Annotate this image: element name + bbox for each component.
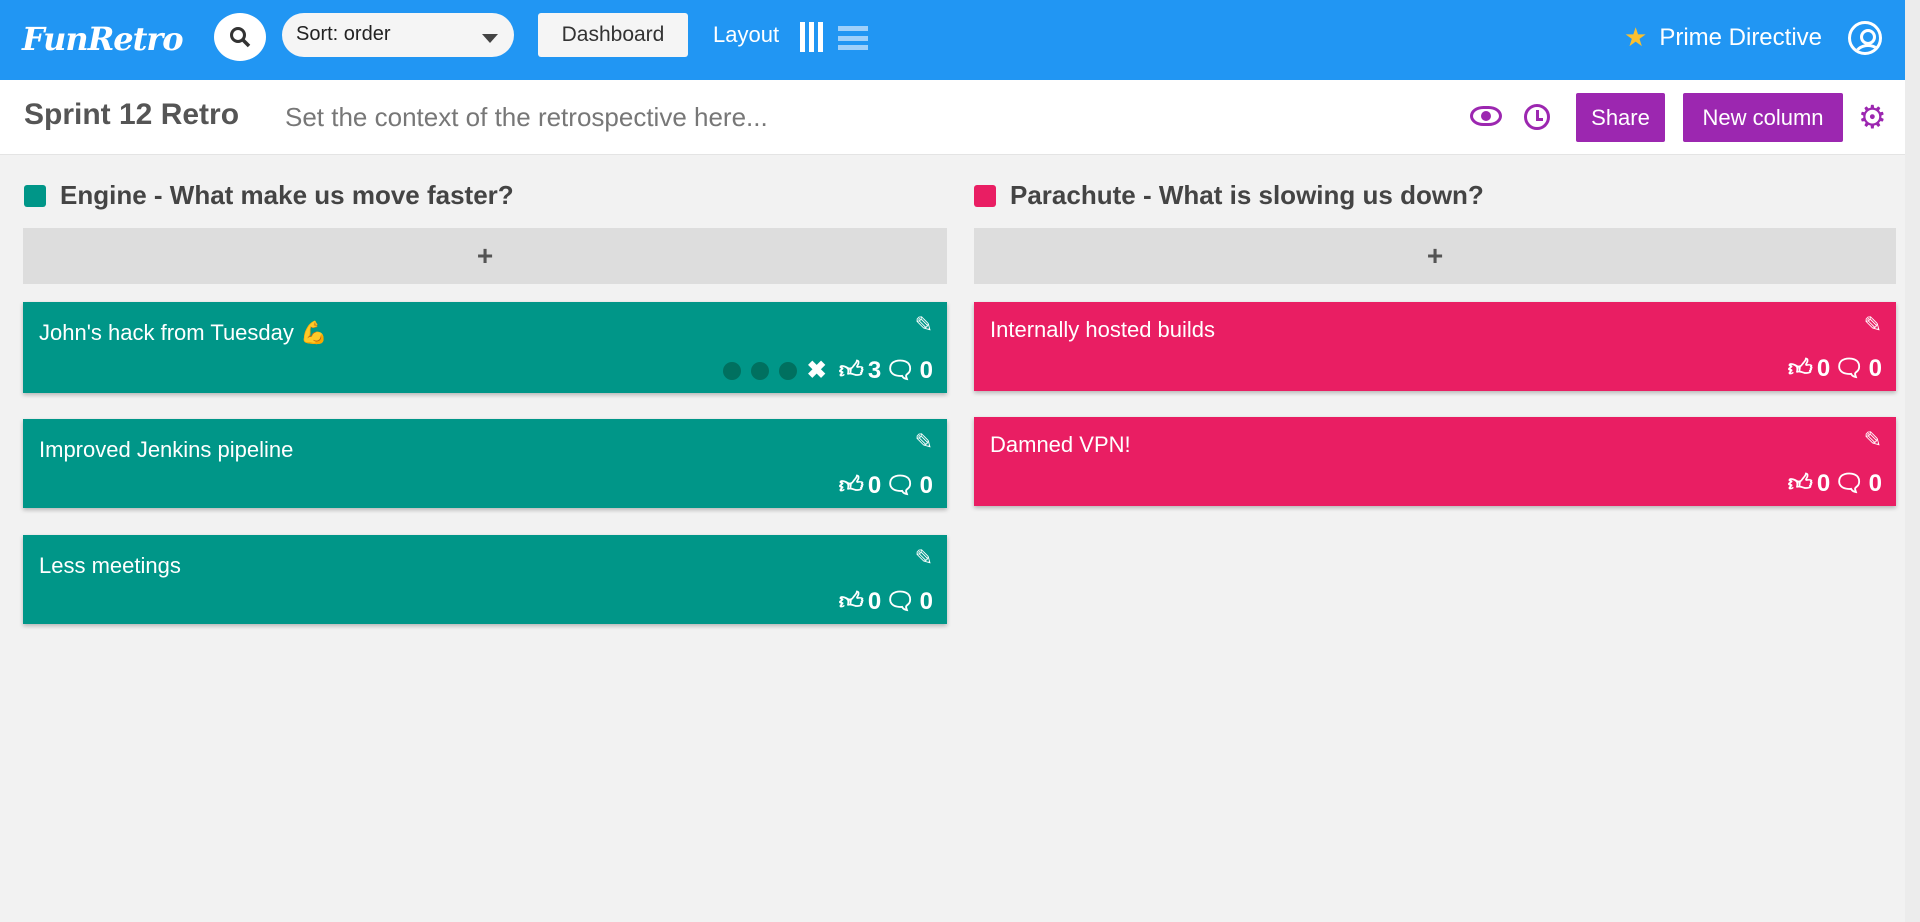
comment-icon[interactable]: 🗨︎ [1834, 355, 1865, 382]
comment-icon[interactable]: 🗨︎ [1834, 470, 1865, 497]
context-input[interactable]: Set the context of the retrospective her… [285, 102, 768, 132]
layout-label: Layout [713, 22, 780, 47]
scrollbar[interactable] [1905, 0, 1920, 922]
pencil-icon[interactable]: ✎ [1863, 312, 1882, 337]
vote-count: 0 [867, 471, 882, 499]
share-button[interactable]: Share [1576, 93, 1665, 142]
comment-icon[interactable]: 🗨︎ [885, 588, 916, 615]
vote-count: 0 [1816, 354, 1831, 382]
column-header-parachute: Parachute - What is slowing us down? [974, 180, 1484, 211]
chevron-down-icon [482, 34, 498, 43]
card[interactable]: Improved Jenkins pipeline ✎ 👍︎ 0 🗨︎ 0 [23, 419, 947, 508]
column-header-engine: Engine - What make us move faster? [24, 180, 514, 211]
thumbs-up-icon[interactable]: 👍︎ [838, 356, 864, 384]
add-card-button[interactable]: + [23, 228, 947, 284]
column-title[interactable]: Parachute - What is slowing us down? [1010, 180, 1484, 210]
comment-count: 0 [919, 587, 933, 615]
board-title[interactable]: Sprint 12 Retro [24, 98, 240, 131]
comment-count: 0 [919, 356, 933, 384]
card[interactable]: Damned VPN! ✎ 👍︎ 0 🗨︎ 0 [974, 417, 1896, 506]
card-text: Internally hosted builds [990, 317, 1216, 342]
star-icon: ★ [1624, 22, 1648, 52]
card[interactable]: Less meetings ✎ 👍︎ 0 🗨︎ 0 [23, 535, 947, 624]
comment-icon[interactable]: 🗨︎ [885, 357, 916, 384]
user-account-icon[interactable] [1848, 21, 1882, 55]
prime-directive-link[interactable]: ★ Prime Directive [1624, 22, 1822, 53]
eye-icon[interactable] [1470, 106, 1502, 126]
thumbs-up-icon[interactable]: 👍︎ [1787, 469, 1813, 497]
sort-select[interactable]: Sort: order [282, 13, 514, 57]
logo[interactable]: FunRetro [22, 20, 184, 58]
search-button[interactable] [214, 13, 266, 61]
card-text: Improved Jenkins pipeline [39, 437, 294, 462]
user-dot [722, 361, 741, 380]
comment-icon[interactable]: 🗨︎ [885, 472, 916, 499]
comment-count: 0 [919, 471, 933, 499]
card[interactable]: Internally hosted builds ✎ 👍︎ 0 🗨︎ 0 [974, 302, 1896, 391]
top-bar: FunRetro Sort: order Dashboard Layout ★ P… [0, 0, 1905, 80]
pencil-icon[interactable]: ✎ [914, 429, 933, 454]
vote-count: 3 [867, 356, 882, 384]
comment-count: 0 [1868, 469, 1882, 497]
card-text: Damned VPN! [990, 432, 1131, 457]
board-header: Sprint 12 Retro Set the context of the r… [0, 80, 1905, 155]
thumbs-up-icon[interactable]: 👍︎ [838, 587, 864, 615]
user-dot [778, 361, 797, 380]
gear-icon[interactable]: ⚙ [1858, 99, 1887, 135]
sort-value: Sort: order [296, 23, 391, 45]
prime-directive-label: Prime Directive [1659, 23, 1823, 51]
thumbs-up-icon[interactable]: 👍︎ [1787, 354, 1813, 382]
clock-icon[interactable] [1524, 104, 1550, 130]
close-icon[interactable]: ✖ [806, 357, 827, 384]
card-text: Less meetings [39, 553, 181, 578]
add-card-button[interactable]: + [974, 228, 1896, 284]
card[interactable]: John's hack from Tuesday 💪 ✎ ✖ 👍︎ 3 🗨︎ 0 [23, 302, 947, 393]
search-icon [230, 27, 251, 48]
new-column-button[interactable]: New column [1683, 93, 1843, 142]
pencil-icon[interactable]: ✎ [914, 312, 933, 337]
pencil-icon[interactable]: ✎ [914, 545, 933, 570]
vote-count: 0 [867, 587, 882, 615]
user-dot [750, 361, 769, 380]
column-color-swatch [24, 184, 46, 207]
comment-count: 0 [1868, 354, 1882, 382]
rows-layout-icon[interactable] [838, 26, 868, 50]
dashboard-button[interactable]: Dashboard [538, 13, 688, 57]
columns-layout-icon[interactable] [800, 22, 826, 52]
column-title[interactable]: Engine - What make us move faster? [60, 180, 514, 210]
thumbs-up-icon[interactable]: 👍︎ [838, 471, 864, 499]
column-color-swatch [974, 184, 996, 207]
vote-count: 0 [1816, 469, 1831, 497]
pencil-icon[interactable]: ✎ [1863, 427, 1882, 452]
card-text: John's hack from Tuesday 💪 [39, 320, 328, 345]
